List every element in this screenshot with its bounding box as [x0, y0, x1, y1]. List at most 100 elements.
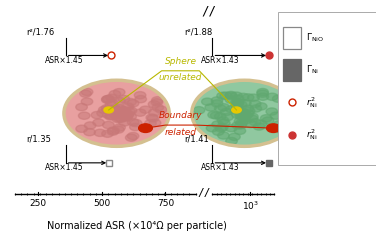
- Circle shape: [114, 105, 126, 112]
- Circle shape: [114, 97, 125, 105]
- Circle shape: [230, 107, 242, 114]
- Circle shape: [238, 111, 250, 118]
- Circle shape: [122, 111, 134, 119]
- Circle shape: [232, 99, 244, 106]
- Circle shape: [123, 107, 135, 114]
- Circle shape: [231, 102, 243, 110]
- Circle shape: [218, 132, 229, 139]
- Circle shape: [84, 128, 96, 136]
- Circle shape: [146, 114, 158, 121]
- Circle shape: [242, 105, 253, 112]
- Circle shape: [192, 80, 297, 146]
- Circle shape: [237, 109, 249, 116]
- Circle shape: [242, 110, 254, 117]
- Circle shape: [217, 117, 229, 124]
- Text: r/1.35: r/1.35: [26, 135, 51, 143]
- Circle shape: [193, 107, 205, 114]
- Circle shape: [103, 95, 114, 102]
- Circle shape: [235, 101, 247, 108]
- Circle shape: [202, 98, 213, 105]
- Circle shape: [262, 117, 274, 124]
- Circle shape: [112, 115, 124, 123]
- Circle shape: [120, 114, 132, 121]
- Circle shape: [103, 121, 114, 129]
- Circle shape: [240, 117, 251, 124]
- Circle shape: [122, 110, 133, 118]
- Circle shape: [147, 115, 159, 122]
- Circle shape: [211, 112, 222, 119]
- Circle shape: [149, 109, 160, 116]
- Circle shape: [135, 96, 147, 103]
- Circle shape: [266, 108, 277, 115]
- Circle shape: [234, 127, 246, 135]
- Circle shape: [111, 109, 122, 116]
- Circle shape: [97, 110, 108, 117]
- Circle shape: [220, 92, 232, 99]
- Circle shape: [214, 105, 226, 112]
- Circle shape: [226, 125, 237, 132]
- Circle shape: [225, 96, 237, 103]
- Circle shape: [234, 118, 246, 125]
- Circle shape: [130, 119, 142, 127]
- Circle shape: [255, 103, 267, 110]
- Circle shape: [211, 100, 223, 107]
- Circle shape: [250, 118, 261, 126]
- Circle shape: [79, 112, 90, 119]
- Text: 500: 500: [93, 199, 110, 208]
- Circle shape: [80, 90, 91, 97]
- Circle shape: [236, 119, 248, 126]
- Circle shape: [232, 95, 244, 102]
- Circle shape: [270, 112, 282, 119]
- Circle shape: [111, 112, 123, 119]
- Circle shape: [102, 96, 113, 103]
- Circle shape: [225, 91, 237, 99]
- Circle shape: [245, 120, 256, 128]
- Text: r²/1.88: r²/1.88: [184, 27, 212, 36]
- Circle shape: [232, 100, 244, 108]
- Circle shape: [253, 123, 265, 130]
- Circle shape: [232, 107, 241, 113]
- Circle shape: [102, 130, 113, 137]
- Circle shape: [215, 125, 227, 132]
- Circle shape: [236, 109, 248, 116]
- Circle shape: [235, 122, 246, 129]
- Text: r²/1.76: r²/1.76: [26, 27, 55, 36]
- Circle shape: [118, 95, 130, 103]
- Circle shape: [91, 111, 103, 119]
- Text: related: related: [164, 127, 197, 136]
- Text: ASR×1.43: ASR×1.43: [201, 163, 240, 172]
- Circle shape: [218, 104, 229, 111]
- Bar: [283, 59, 301, 81]
- Circle shape: [112, 126, 124, 133]
- Circle shape: [236, 112, 247, 120]
- Circle shape: [134, 92, 146, 99]
- Circle shape: [101, 105, 113, 112]
- Circle shape: [243, 107, 255, 114]
- Circle shape: [93, 119, 105, 126]
- Circle shape: [149, 119, 161, 126]
- Circle shape: [109, 107, 121, 114]
- Circle shape: [102, 96, 113, 103]
- Circle shape: [273, 121, 285, 128]
- Circle shape: [267, 124, 280, 132]
- Circle shape: [226, 105, 237, 113]
- Circle shape: [109, 110, 121, 118]
- Circle shape: [261, 115, 272, 122]
- Text: $\Gamma_{\rm Ni}$: $\Gamma_{\rm Ni}$: [306, 64, 319, 76]
- Circle shape: [231, 92, 242, 99]
- Circle shape: [151, 99, 163, 106]
- Circle shape: [145, 120, 156, 127]
- Text: $r^2_{\rm Ni}$: $r^2_{\rm Ni}$: [306, 95, 317, 110]
- Circle shape: [267, 93, 278, 100]
- Text: unrelated: unrelated: [159, 73, 202, 82]
- Circle shape: [221, 108, 232, 116]
- Circle shape: [115, 106, 126, 113]
- Circle shape: [127, 100, 139, 107]
- Circle shape: [250, 105, 262, 112]
- Circle shape: [120, 114, 132, 121]
- Circle shape: [106, 94, 117, 101]
- Circle shape: [242, 94, 254, 101]
- Circle shape: [226, 137, 237, 145]
- Circle shape: [64, 80, 169, 146]
- Circle shape: [108, 107, 119, 114]
